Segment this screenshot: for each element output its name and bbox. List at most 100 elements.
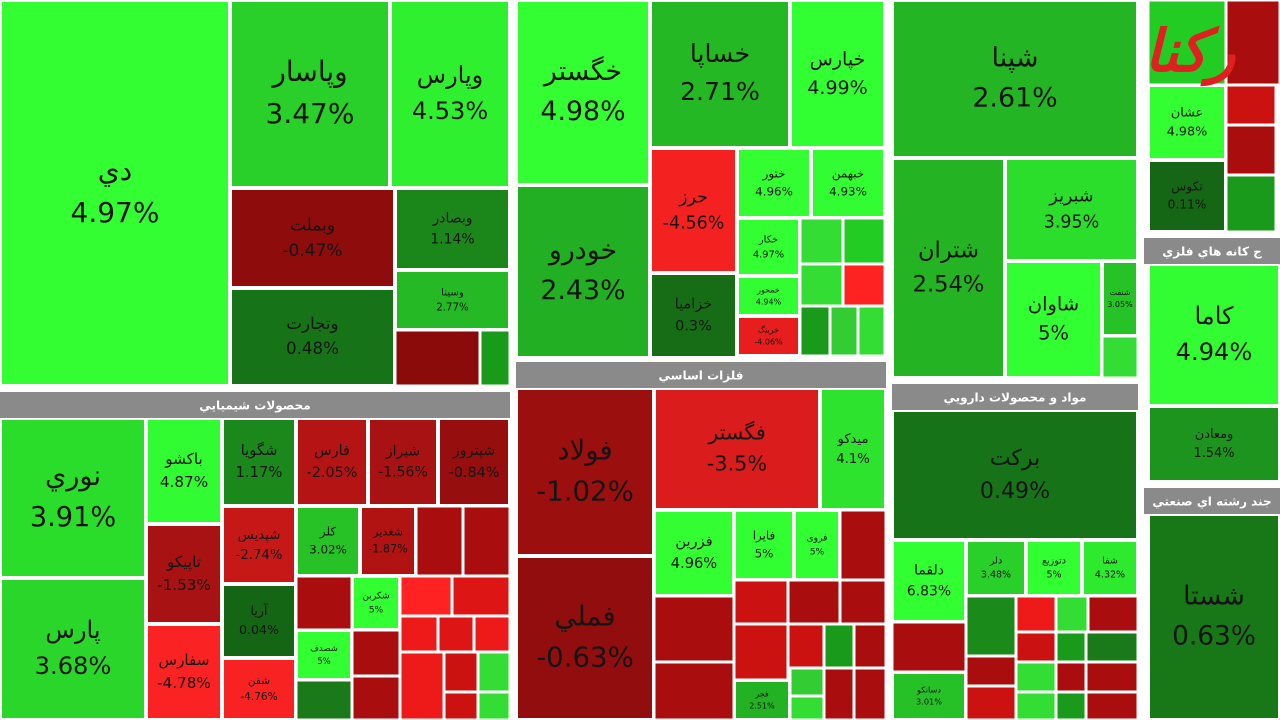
- stock-tile: [296, 506, 360, 576]
- stock-name: آریا: [251, 603, 268, 619]
- stock-name: خساپا: [690, 39, 750, 68]
- small-tile: [352, 630, 400, 676]
- small-tile: [1226, 0, 1280, 85]
- sector-title: محصولات شيميايي: [199, 399, 310, 414]
- stock-tile: [892, 410, 1138, 540]
- small-tile: [788, 580, 840, 624]
- stock-change: 4.96%: [671, 555, 718, 572]
- stock-name: خبهمن: [832, 167, 864, 182]
- stock-change: -1.87%: [368, 542, 408, 555]
- small-tile: [463, 506, 510, 576]
- stock-tile: [230, 288, 395, 386]
- stock-change: -0.84%: [449, 465, 500, 481]
- stock-name: شستا: [1183, 581, 1245, 612]
- stock-change: 1.17%: [235, 464, 282, 481]
- stock-change: 4.98%: [1167, 125, 1208, 140]
- stock-change: 2.43%: [540, 275, 625, 306]
- stock-name: دي: [98, 154, 132, 187]
- small-tile: [478, 692, 510, 720]
- stock-tile: [892, 158, 1005, 378]
- stock-name: دسانکو: [916, 684, 941, 694]
- stock-change: 4.97%: [71, 196, 160, 229]
- stock-tile: [1026, 540, 1082, 596]
- sector-header-bg: [892, 384, 1138, 410]
- stock-name: دلقما: [914, 563, 944, 579]
- stock-change: 3.47%: [266, 97, 355, 130]
- sector-title: ج کانه هاي فلزي: [1162, 245, 1262, 259]
- stock-change: -1.53%: [157, 576, 211, 594]
- stock-name: وبصادر: [432, 211, 473, 227]
- stock-name: وپاسار: [270, 55, 347, 88]
- small-tile: [830, 306, 858, 356]
- small-tile: [400, 616, 438, 652]
- small-tile: [1016, 662, 1056, 692]
- stock-name: خودرو: [547, 235, 617, 266]
- stock-tile: [737, 148, 811, 218]
- logo: ركنا: [1145, 17, 1237, 87]
- stock-tile: [1148, 514, 1280, 720]
- stock-change: 2.51%: [749, 702, 775, 711]
- small-tile: [734, 580, 788, 624]
- stock-tile: [1148, 160, 1226, 232]
- stock-tile: [368, 418, 438, 506]
- stock-change: 0.11%: [1168, 198, 1207, 212]
- stock-tile: [360, 506, 416, 576]
- stock-tile: [0, 418, 146, 578]
- small-tile: [452, 576, 510, 616]
- small-tile: [800, 218, 843, 264]
- small-tile: [1056, 596, 1088, 632]
- stock-change: 0.48%: [286, 339, 339, 358]
- small-tile: [854, 668, 886, 720]
- small-tile: [1016, 596, 1056, 632]
- stock-tile: [230, 188, 395, 288]
- stock-change: 4.99%: [807, 77, 867, 99]
- small-tile: [296, 680, 352, 720]
- stock-change: 4.53%: [412, 97, 488, 125]
- small-tile: [352, 676, 400, 720]
- small-tile: [858, 306, 885, 356]
- stock-change: 4.32%: [1095, 570, 1125, 581]
- stock-change: 0.04%: [239, 622, 279, 637]
- stock-tile: [222, 506, 296, 584]
- small-tile: [480, 330, 510, 386]
- stock-change: 4.98%: [540, 96, 625, 127]
- stock-name: شکربن: [362, 591, 389, 602]
- small-tile: [1086, 632, 1138, 662]
- small-tile: [395, 330, 480, 386]
- stock-change: 3.95%: [1044, 213, 1100, 233]
- stock-change: 0.63%: [1172, 620, 1256, 651]
- stock-tile: [222, 658, 296, 720]
- stock-change: 2.61%: [972, 83, 1057, 114]
- stock-tile: [516, 388, 654, 556]
- stock-name: شپدیس: [238, 528, 281, 543]
- stock-name: وسينا: [441, 287, 464, 298]
- stock-change: 5%: [810, 546, 825, 557]
- stock-name: شغدیر: [372, 526, 403, 540]
- stock-tile: [438, 418, 510, 506]
- stock-change: 1.54%: [1193, 446, 1234, 461]
- small-tile: [854, 624, 886, 668]
- stock-name: فارس: [314, 443, 350, 459]
- sector-title: مواد و محصولات دارويي: [944, 391, 1087, 406]
- stock-change: -4.56%: [663, 214, 725, 234]
- stock-tile: [1102, 261, 1138, 336]
- stock-name: وبملت: [290, 215, 335, 235]
- stock-tile: [737, 316, 800, 356]
- stock-name: دلر: [989, 555, 1002, 566]
- small-tile: [966, 686, 1016, 720]
- small-tile: [1056, 632, 1086, 662]
- stock-tile: [296, 418, 368, 506]
- stock-name: خپارس: [810, 48, 866, 70]
- stock-change: -4.06%: [754, 338, 783, 347]
- stock-tile: [395, 188, 510, 270]
- stock-change: -0.47%: [282, 241, 342, 261]
- stock-change: 5%: [1046, 570, 1061, 581]
- sector-header-bg: [1144, 488, 1280, 514]
- sector-title: فلزات اساسي: [659, 369, 744, 383]
- stock-name: حرز: [678, 187, 708, 207]
- small-tile: [1086, 662, 1138, 692]
- stock-tile: [794, 510, 840, 580]
- stock-name: شگویا: [241, 441, 278, 459]
- stock-name: شصدف: [310, 644, 338, 654]
